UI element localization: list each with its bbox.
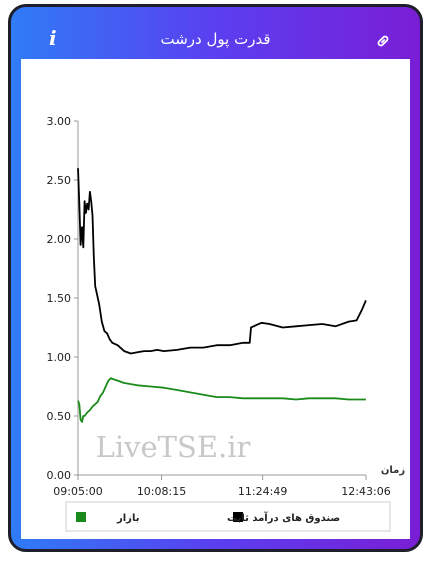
x-tick-label: 11:24:49	[238, 485, 287, 498]
y-tick-label: 1.50	[47, 292, 72, 305]
legend-swatch-0	[233, 512, 243, 522]
series-line-0	[77, 168, 367, 355]
y-tick-label: 0.00	[47, 469, 72, 482]
series-lines	[77, 168, 367, 423]
y-tick-label: 3.00	[47, 115, 72, 128]
y-tick-label: 0.50	[47, 410, 72, 423]
x-tick-label: 09:05:00	[53, 485, 102, 498]
y-tick-label: 2.00	[47, 233, 72, 246]
x-tick-label: 10:08:15	[137, 485, 186, 498]
legend-label-0[interactable]: صندوق های درآمد ثابت	[227, 511, 340, 524]
legend-swatch-1	[76, 512, 86, 522]
chart: 0.00 0.50 1.00 1.50 2.00 2.50 3.00 09:05:00 10:…	[47, 115, 405, 532]
legend: صندوق های درآمد ثابت بازار	[76, 511, 340, 524]
x-axis: 09:05:00 10:08:15 11:24:49 12:43:06	[53, 474, 391, 498]
x-tick-label: 12:43:06	[341, 485, 390, 498]
widget-card: i قدرت پول درشت 0.00 0.50 1.00 1.50 2.00 2.50…	[8, 4, 423, 552]
legend-box	[65, 501, 391, 532]
series-line-1	[77, 377, 366, 423]
x-axis-title: زمان	[381, 465, 405, 476]
y-axis: 0.00 0.50 1.00 1.50 2.00 2.50 3.00	[47, 115, 79, 482]
watermark: LiveTSE.ir	[96, 430, 251, 464]
link-icon[interactable]	[375, 33, 391, 49]
chart-panel: 0.00 0.50 1.00 1.50 2.00 2.50 3.00 09:05:00 10:…	[21, 59, 410, 539]
widget-title: قدرت پول درشت	[160, 30, 271, 48]
info-icon[interactable]: i	[49, 26, 57, 50]
widget-header: i قدرت پول درشت	[11, 7, 420, 57]
y-tick-label: 2.50	[47, 174, 72, 187]
legend-label-1[interactable]: بازار	[116, 513, 139, 524]
y-tick-label: 1.00	[47, 351, 72, 364]
